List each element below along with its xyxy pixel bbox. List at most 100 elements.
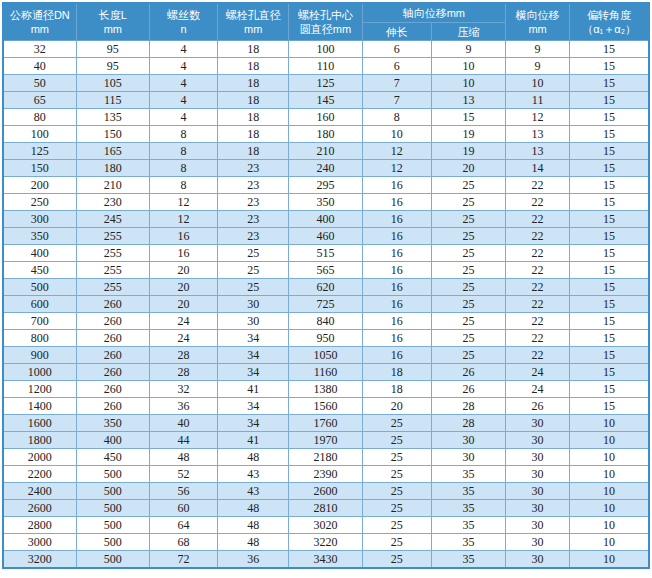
data-cell: 22	[506, 262, 570, 279]
data-cell: 15	[570, 92, 649, 109]
table-row: 18004004441197025303010	[3, 432, 649, 449]
data-cell: 13	[506, 126, 570, 143]
data-cell: 145	[289, 92, 362, 109]
data-cell: 30	[218, 296, 289, 313]
data-cell: 15	[570, 160, 649, 177]
header-unit: mm	[77, 22, 149, 36]
data-cell: 400	[76, 432, 149, 449]
data-cell: 24	[149, 330, 217, 347]
header-label: 长度L	[77, 8, 149, 22]
header-unit: mm	[4, 22, 76, 36]
header-label: 横向位移	[506, 8, 569, 22]
table-row: 12516581821012191315	[3, 143, 649, 160]
data-cell: 1160	[289, 364, 362, 381]
data-cell: 13	[431, 92, 505, 109]
data-cell: 32	[3, 41, 76, 58]
table-row: 400255162551516252215	[3, 245, 649, 262]
header-unit: 圆直径mm	[289, 22, 361, 36]
data-cell: 40	[3, 58, 76, 75]
header-bolt-circle-diameter: 螺栓孔中心 圆直径mm	[289, 3, 362, 41]
header-unit: mm	[218, 22, 288, 36]
header-length: 长度L mm	[76, 3, 149, 41]
data-cell: 12	[362, 143, 431, 160]
data-cell: 95	[76, 58, 149, 75]
data-cell: 18	[218, 75, 289, 92]
data-cell: 24	[506, 364, 570, 381]
data-cell: 80	[3, 109, 76, 126]
data-cell: 25	[362, 534, 431, 551]
data-cell: 41	[218, 432, 289, 449]
data-cell: 115	[76, 92, 149, 109]
data-cell: 15	[570, 245, 649, 262]
data-cell: 8	[149, 126, 217, 143]
table-row: 801354181608151215	[3, 109, 649, 126]
data-cell: 10	[506, 75, 570, 92]
data-cell: 260	[76, 330, 149, 347]
data-cell: 30	[506, 483, 570, 500]
data-cell: 150	[76, 126, 149, 143]
header-nominal-diameter: 公称通径DN mm	[3, 3, 76, 41]
data-cell: 230	[76, 194, 149, 211]
data-cell: 2810	[289, 500, 362, 517]
data-cell: 25	[431, 330, 505, 347]
data-cell: 22	[506, 347, 570, 364]
data-cell: 16	[362, 194, 431, 211]
data-cell: 34	[218, 330, 289, 347]
data-cell: 2200	[3, 466, 76, 483]
data-cell: 800	[3, 330, 76, 347]
table-row: 4095418110610915	[3, 58, 649, 75]
data-cell: 12	[149, 194, 217, 211]
table-row: 800260243495016252215	[3, 330, 649, 347]
data-cell: 30	[506, 449, 570, 466]
data-cell: 450	[3, 262, 76, 279]
data-cell: 2400	[3, 483, 76, 500]
table-row: 20004504848218025303010	[3, 449, 649, 466]
data-cell: 4	[149, 109, 217, 126]
data-cell: 6	[362, 41, 431, 58]
header-unit: （α₁＋α₂）	[570, 22, 648, 36]
data-cell: 16	[149, 245, 217, 262]
data-cell: 30	[431, 432, 505, 449]
data-cell: 18	[218, 126, 289, 143]
data-cell: 160	[289, 109, 362, 126]
data-cell: 34	[218, 347, 289, 364]
data-cell: 11	[506, 92, 570, 109]
data-cell: 25	[362, 500, 431, 517]
table-row: 700260243084016252215	[3, 313, 649, 330]
data-cell: 25	[362, 432, 431, 449]
data-cell: 10	[431, 75, 505, 92]
data-cell: 15	[570, 347, 649, 364]
data-cell: 15	[570, 364, 649, 381]
data-cell: 255	[76, 262, 149, 279]
data-cell: 95	[76, 41, 149, 58]
data-cell: 135	[76, 109, 149, 126]
data-cell: 15	[570, 398, 649, 415]
data-cell: 44	[149, 432, 217, 449]
data-cell: 700	[3, 313, 76, 330]
data-cell: 6	[362, 58, 431, 75]
table-row: 250230122335016252215	[3, 194, 649, 211]
data-cell: 25	[362, 466, 431, 483]
data-cell: 16	[362, 313, 431, 330]
data-cell: 15	[570, 296, 649, 313]
header-label: 轴向位移mm	[363, 6, 505, 20]
data-cell: 18	[362, 381, 431, 398]
data-cell: 3200	[3, 551, 76, 569]
data-cell: 64	[149, 517, 217, 534]
table-body: 3295418100699154095418110610915501054181…	[3, 41, 649, 569]
data-cell: 30	[506, 551, 570, 569]
data-cell: 8	[149, 177, 217, 194]
data-cell: 43	[218, 483, 289, 500]
data-cell: 35	[431, 534, 505, 551]
data-cell: 50	[3, 75, 76, 92]
data-cell: 25	[431, 347, 505, 364]
data-cell: 200	[3, 177, 76, 194]
data-cell: 500	[76, 534, 149, 551]
data-cell: 7	[362, 75, 431, 92]
data-cell: 30	[506, 500, 570, 517]
data-cell: 295	[289, 177, 362, 194]
data-cell: 25	[218, 245, 289, 262]
data-cell: 34	[218, 364, 289, 381]
data-cell: 22	[506, 228, 570, 245]
data-cell: 15	[570, 279, 649, 296]
